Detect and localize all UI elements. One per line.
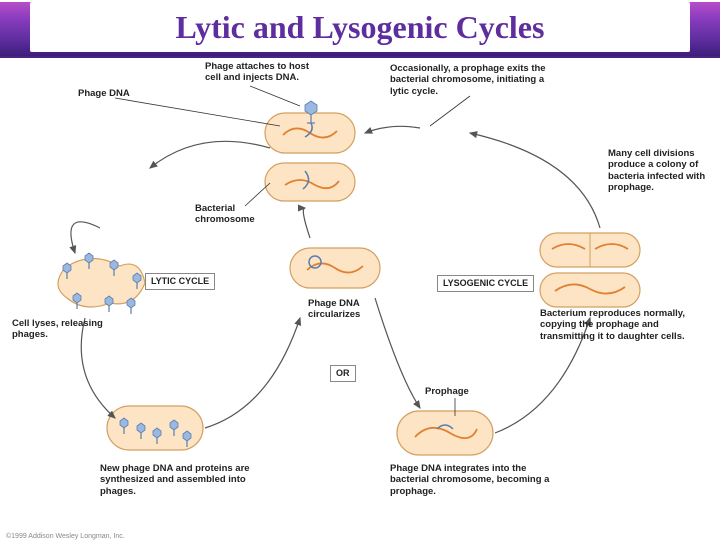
label-synthesized: New phage DNA and proteins are synthesiz… <box>100 463 250 497</box>
copyright: ©1999 Addison Wesley Longman, Inc. <box>6 533 125 540</box>
label-circularizes: Phage DNA circularizes <box>308 298 388 321</box>
label-lyses: Cell lyses, releasing phages. <box>12 318 112 341</box>
cycle-diagram: Phage DNA Phage attaches to host cell an… <box>0 58 720 542</box>
label-integrates: Phage DNA integrates into the bacterial … <box>390 463 550 497</box>
label-many-div: Many cell divisions produce a colony of … <box>608 148 713 194</box>
label-phage-dna: Phage DNA <box>78 88 130 99</box>
label-occasionally: Occasionally, a prophage exits the bacte… <box>390 63 555 97</box>
lytic-cycle-label: LYTIC CYCLE <box>145 273 215 290</box>
label-bact-chrom: Bacterial chromosome <box>195 203 275 226</box>
label-reproduces: Bacterium reproduces normally, copying t… <box>540 308 710 342</box>
or-label: OR <box>330 365 356 382</box>
lysogenic-cycle-label: LYSOGENIC CYCLE <box>437 275 534 292</box>
label-attach: Phage attaches to host cell and injects … <box>205 61 315 84</box>
page-title: Lytic and Lysogenic Cycles <box>30 2 690 52</box>
label-prophage: Prophage <box>425 386 469 397</box>
